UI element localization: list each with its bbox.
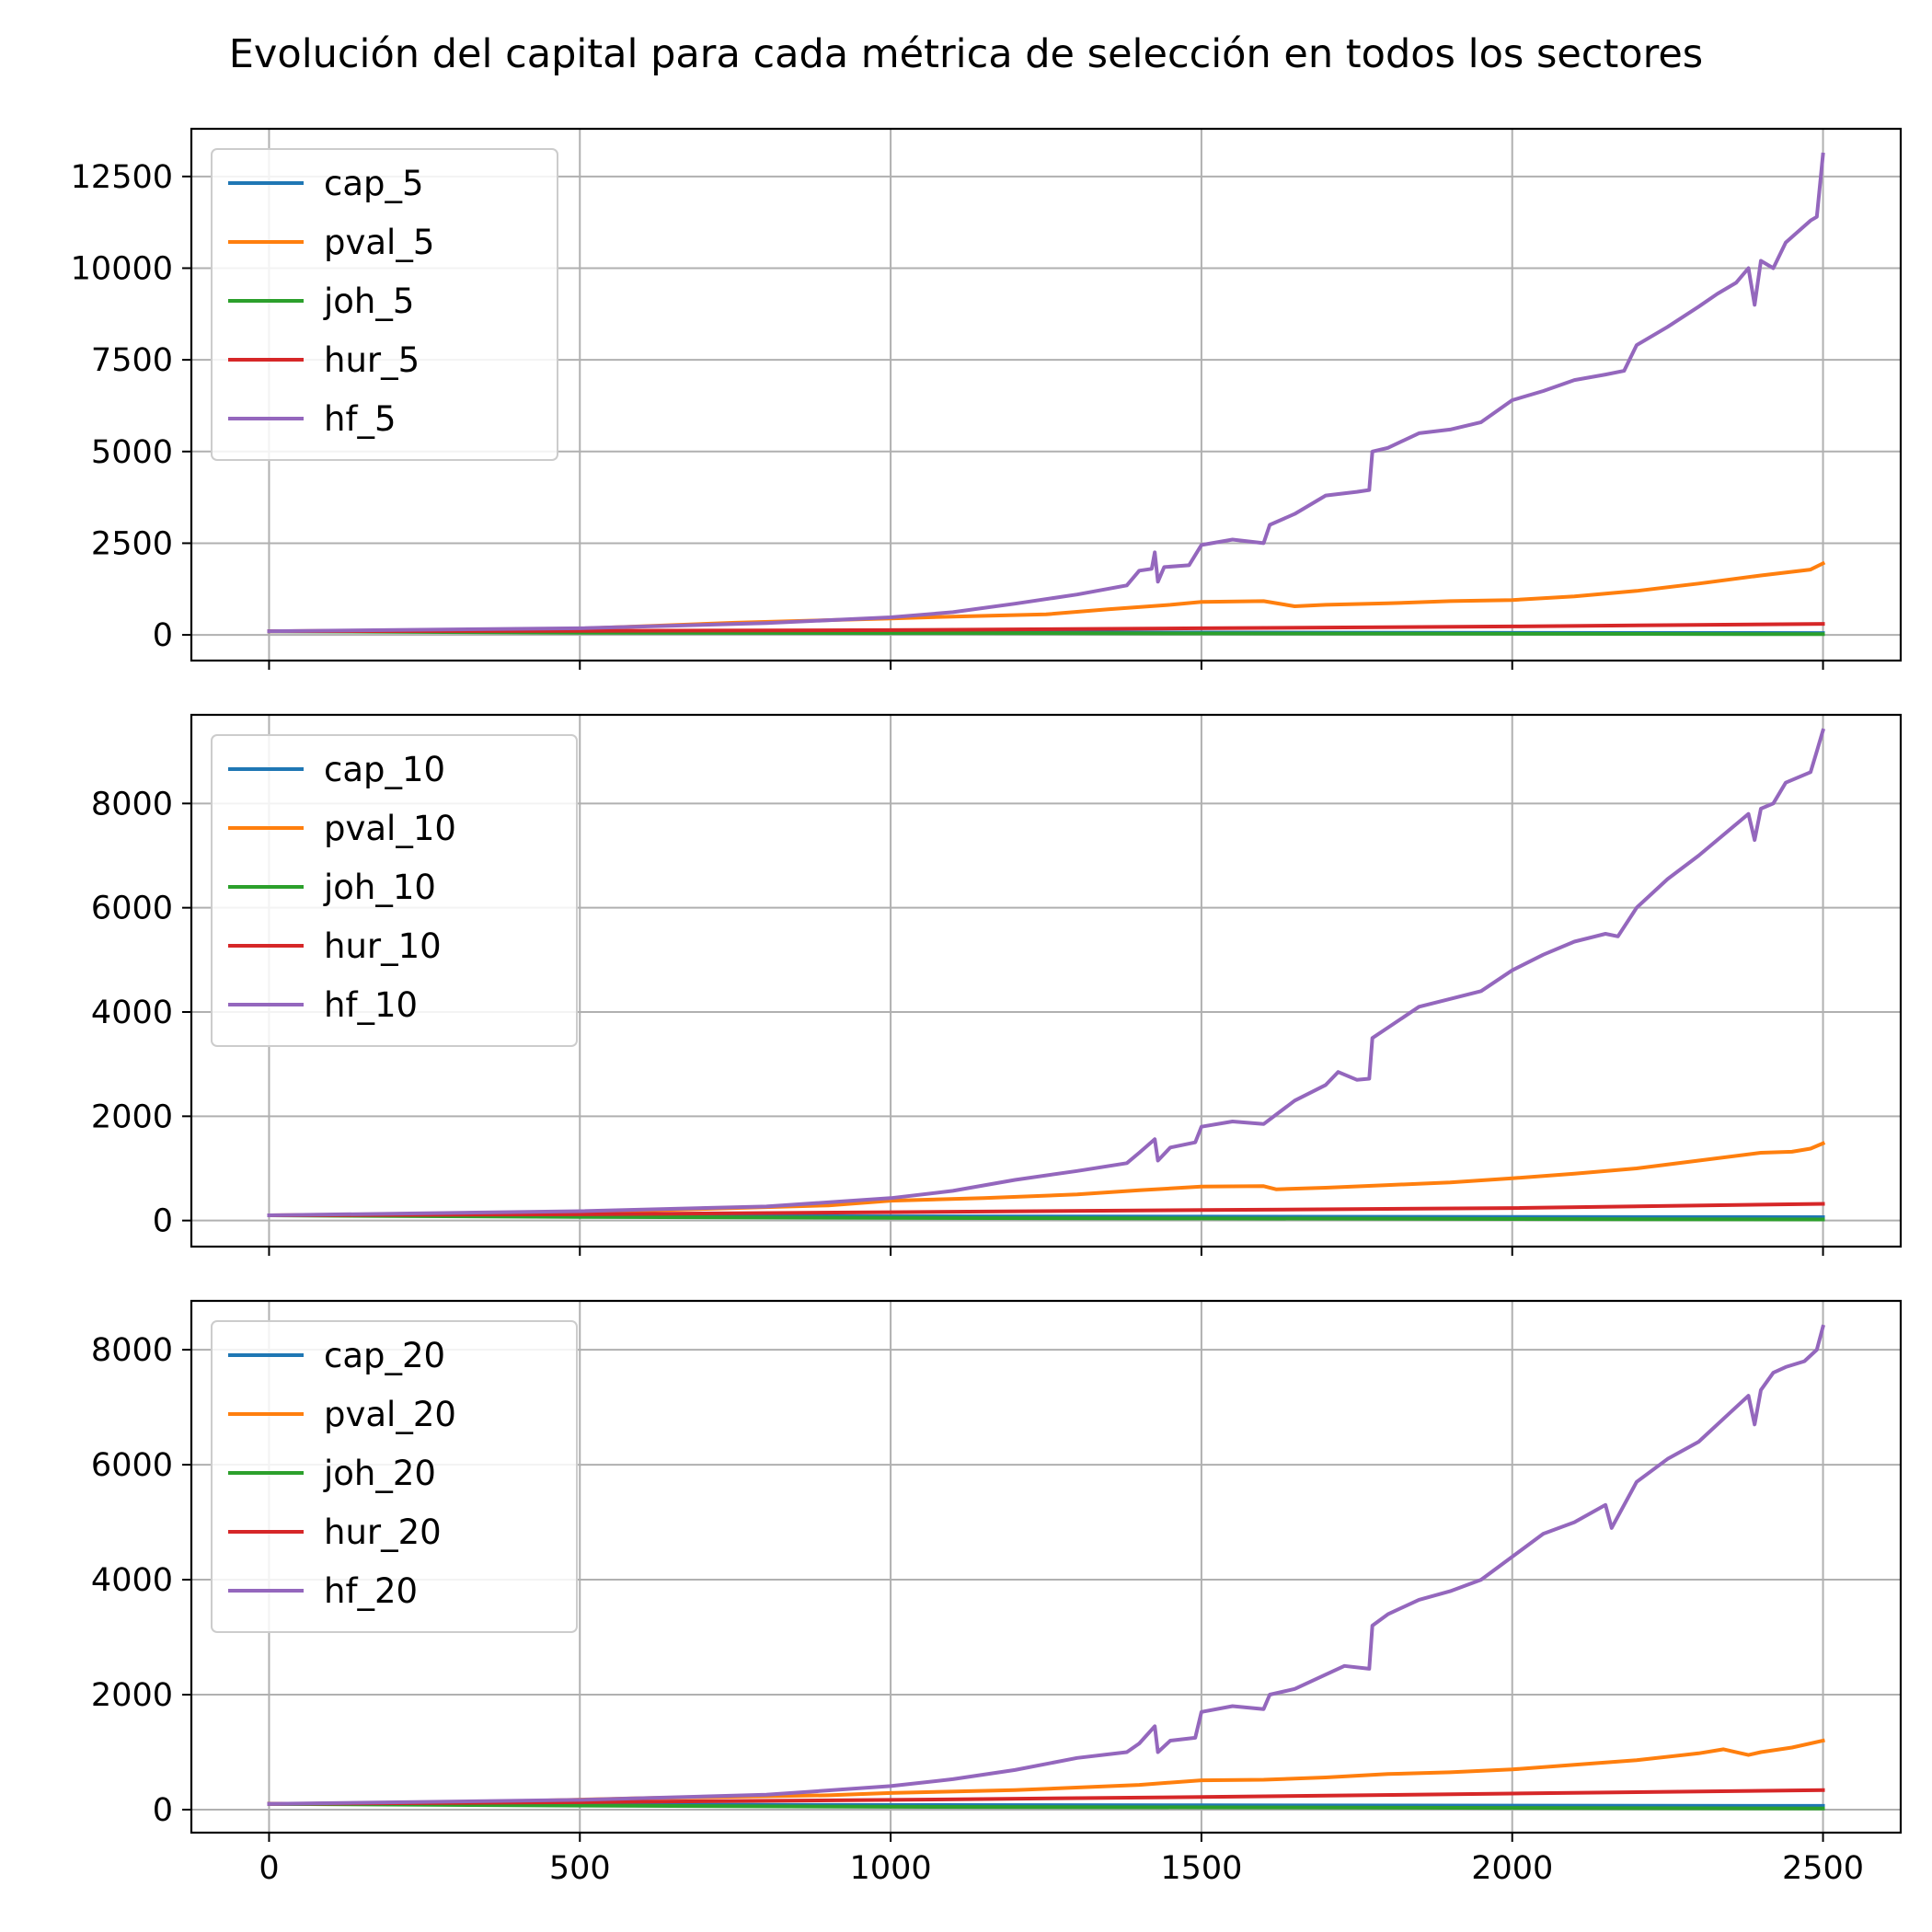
y-tick-label: 8000 xyxy=(91,1332,173,1369)
axes-frame xyxy=(190,1299,1903,1834)
series-line-joh_10 xyxy=(267,1213,1825,1222)
legend-label-hur_20: hur_20 xyxy=(324,1512,442,1552)
y-tick-label: 0 xyxy=(153,1792,173,1829)
legend-label-joh_20: joh_20 xyxy=(323,1454,436,1493)
legend-label-pval_5: pval_5 xyxy=(324,223,434,262)
y-tick-label: 2000 xyxy=(91,1677,173,1714)
subplot-2: 0 2000 4000 6000 8000 cap_10 pval_10 joh_10 hur_… xyxy=(91,713,1903,1256)
y-tick-label: 4000 xyxy=(91,1562,173,1599)
x-tick-label: 1000 xyxy=(850,1850,932,1887)
legend-label-pval_10: pval_10 xyxy=(324,809,456,848)
axes-frame xyxy=(190,127,1903,662)
legend-box xyxy=(211,148,558,461)
series-line-joh_20 xyxy=(267,1801,1825,1811)
y-tick-label: 5000 xyxy=(91,434,173,471)
legend-label-cap_5: cap_5 xyxy=(324,164,424,203)
series-line-hf_10 xyxy=(267,728,1825,1218)
x-tick-label: 500 xyxy=(549,1850,611,1887)
legend-label-hur_10: hur_10 xyxy=(324,926,442,966)
legend-label-hf_20: hf_20 xyxy=(324,1571,418,1611)
x-tick-label: 2500 xyxy=(1782,1850,1864,1887)
legend-label-hf_10: hf_10 xyxy=(324,985,418,1025)
legend-label-joh_10: joh_10 xyxy=(323,868,436,907)
x-tick-label: 1500 xyxy=(1160,1850,1242,1887)
chart-title: Evolución del capital para cada métrica … xyxy=(228,31,1704,77)
y-tick-label: 10000 xyxy=(71,250,173,287)
legend-label-hur_5: hur_5 xyxy=(324,340,420,380)
y-tick-label: 4000 xyxy=(91,995,173,1031)
legend-label-joh_5: joh_5 xyxy=(323,282,414,321)
legend-label-cap_20: cap_20 xyxy=(324,1336,445,1375)
y-tick-label: 2500 xyxy=(91,525,173,562)
series-line-pval_10 xyxy=(267,1141,1826,1218)
series-line-hur_20 xyxy=(267,1788,1825,1806)
y-tick-label: 0 xyxy=(153,1203,173,1240)
legend: cap_10 pval_10 joh_10 hur_10 hf_10 xyxy=(211,734,578,1047)
legend: cap_20 pval_20 joh_20 hur_20 hf_20 xyxy=(211,1320,578,1633)
legend-label-cap_10: cap_10 xyxy=(324,750,445,789)
legend-label-pval_20: pval_20 xyxy=(324,1395,456,1434)
y-tick-label: 6000 xyxy=(91,1447,173,1484)
y-tick-label: 6000 xyxy=(91,891,173,927)
series-line-pval_20 xyxy=(267,1738,1825,1806)
y-tick-label: 0 xyxy=(153,617,173,654)
series-line-hf_5 xyxy=(267,152,1825,634)
y-tick-label: 2000 xyxy=(91,1098,173,1135)
series-line-hur_10 xyxy=(267,1202,1825,1218)
subplot-1: 0 2500 5000 7500 10000 12500 cap_5 pval_5 joh_5h… xyxy=(71,127,1903,670)
legend: cap_5 pval_5 joh_5 hur_5 hf_5 xyxy=(211,148,558,461)
y-tick-label: 7500 xyxy=(91,342,173,379)
x-tick-label: 2000 xyxy=(1471,1850,1553,1887)
series-line-hf_20 xyxy=(267,1324,1825,1806)
legend-box xyxy=(211,1320,578,1633)
series-line-hur_5 xyxy=(267,622,1825,634)
legend-label-hf_5: hf_5 xyxy=(324,399,397,439)
legend-box xyxy=(211,734,578,1047)
subplot-3: 0 2000 4000 6000 8000 0 500 1000 1500 2000 2500 cap… xyxy=(91,1299,1903,1887)
y-tick-label: 8000 xyxy=(91,786,173,822)
x-tick-label: 0 xyxy=(259,1850,279,1887)
axes-frame xyxy=(190,713,1903,1248)
y-tick-label: 12500 xyxy=(71,159,173,196)
